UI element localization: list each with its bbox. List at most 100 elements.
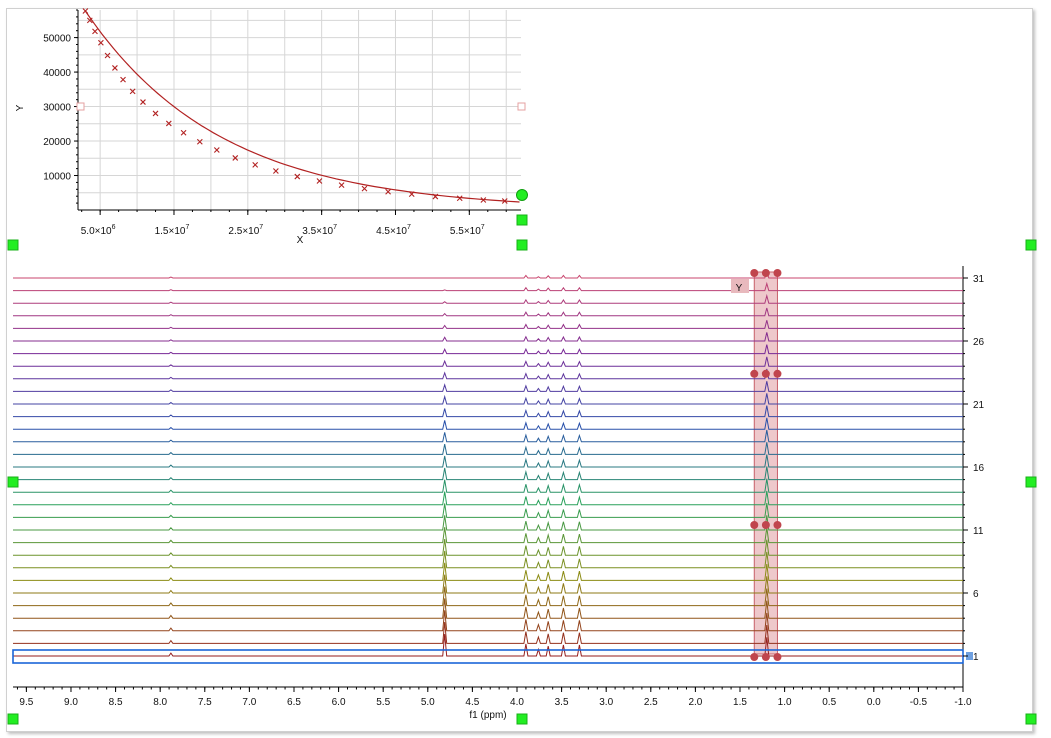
spectrum-trace[interactable] <box>13 622 963 644</box>
spectrum-trace[interactable] <box>13 417 963 430</box>
x-axis-title: X <box>297 235 304 246</box>
integration-point[interactable] <box>761 653 770 661</box>
spectrum-trace[interactable] <box>13 281 963 292</box>
resize-handle[interactable] <box>1025 713 1037 725</box>
data-point <box>180 129 187 136</box>
spectrum-trace[interactable] <box>13 368 963 380</box>
ppm-tick-label: 2.0 <box>688 697 702 708</box>
x-tick-mantissa: 5.0×10 <box>81 226 112 237</box>
x-tick-exponent: 7 <box>259 224 263 231</box>
spectrum-trace[interactable] <box>13 490 963 506</box>
integration-point[interactable] <box>750 369 759 378</box>
document-frame <box>6 8 1033 732</box>
integration-point[interactable] <box>750 653 759 661</box>
x-tick-label: 5.5×107 <box>450 224 485 237</box>
integration-point[interactable] <box>761 369 770 378</box>
selected-trace-marker[interactable] <box>966 652 973 660</box>
range-marker-left[interactable] <box>76 102 85 111</box>
trace-index-label: 1 <box>973 652 979 663</box>
data-point <box>385 188 391 195</box>
data-point <box>104 52 111 59</box>
integration-point[interactable] <box>750 269 759 277</box>
spectrum-trace[interactable] <box>13 320 963 329</box>
x-tick-exponent: 7 <box>407 224 411 231</box>
x-tick-label: 1.5×107 <box>155 224 190 237</box>
ppm-tick-label: 9.0 <box>64 697 78 708</box>
trace-index-label: 11 <box>973 526 984 537</box>
resize-handle[interactable] <box>7 713 19 725</box>
integration-point[interactable] <box>773 653 782 661</box>
integration-label-tag[interactable] <box>731 279 749 293</box>
ppm-axis-title: f1 (ppm) <box>469 710 506 721</box>
integration-point[interactable] <box>750 521 759 529</box>
resize-handle[interactable] <box>1025 476 1037 488</box>
spectrum-trace[interactable] <box>13 405 963 418</box>
spectrum-trace[interactable] <box>13 633 963 657</box>
spectrum-trace[interactable] <box>13 332 963 342</box>
integration-point[interactable] <box>761 521 770 529</box>
resize-handle[interactable] <box>516 239 528 251</box>
y-tick-label: 20000 <box>43 137 71 148</box>
integration-label: Y <box>736 283 743 294</box>
spectrum-trace[interactable] <box>13 356 963 367</box>
ppm-tick-label: 3.5 <box>555 697 569 708</box>
ppm-tick-label: 1.0 <box>778 697 792 708</box>
spectrum-trace[interactable] <box>13 598 963 619</box>
x-tick-mantissa: 4.5×10 <box>376 226 407 237</box>
ppm-tick-label: 8.5 <box>109 697 123 708</box>
spectrum-trace[interactable] <box>13 562 963 581</box>
spectrum-trace[interactable] <box>13 442 963 455</box>
spectrum-trace[interactable] <box>13 466 963 481</box>
ppm-tick-label: 6.0 <box>332 697 346 708</box>
data-point <box>86 17 93 24</box>
resize-handle[interactable] <box>516 214 528 226</box>
x-tick-label: 3.5×107 <box>302 224 337 237</box>
spectrum-trace[interactable] <box>13 478 963 493</box>
data-point <box>480 197 487 203</box>
resize-handle[interactable] <box>1025 239 1037 251</box>
ppm-tick-label: 3.0 <box>599 697 613 708</box>
spectrum-trace[interactable] <box>13 550 963 569</box>
spectrum-trace[interactable] <box>13 586 963 607</box>
resize-handles[interactable] <box>7 214 1037 725</box>
spectrum-trace[interactable] <box>13 269 963 279</box>
data-point <box>213 147 220 153</box>
data-point <box>140 99 146 105</box>
spectrum-trace[interactable] <box>13 429 963 443</box>
range-marker-right[interactable] <box>517 102 526 111</box>
spectrum-trace[interactable] <box>13 293 963 304</box>
resize-handle[interactable] <box>7 476 19 488</box>
y-tick-label: 40000 <box>43 68 71 79</box>
data-point <box>165 120 172 127</box>
integration-point[interactable] <box>773 369 782 378</box>
spectrum-trace[interactable] <box>13 454 963 468</box>
trace-index-label: 16 <box>973 463 985 474</box>
data-point <box>432 193 439 200</box>
ppm-tick-label: 5.0 <box>421 697 435 708</box>
data-point <box>112 65 118 71</box>
data-point <box>82 8 89 14</box>
ppm-tick-label: 0.5 <box>822 697 836 708</box>
fit-curve <box>84 10 520 203</box>
resize-handle[interactable] <box>516 713 528 725</box>
resize-handle[interactable] <box>7 239 19 251</box>
spectrum-trace[interactable] <box>13 381 963 392</box>
spectrum-trace[interactable] <box>13 503 963 518</box>
spectrum-trace[interactable] <box>13 610 963 632</box>
integration-point[interactable] <box>761 269 770 277</box>
spectrum-trace[interactable] <box>13 539 963 556</box>
data-point <box>97 39 104 46</box>
spectrum-trace[interactable] <box>13 344 963 355</box>
integration-point[interactable] <box>773 269 782 277</box>
spectrum-trace[interactable] <box>13 307 963 317</box>
spectrum-trace[interactable] <box>13 393 963 405</box>
integration-point[interactable] <box>773 521 782 529</box>
spectrum-trace[interactable] <box>13 515 963 531</box>
x-tick-exponent: 7 <box>333 224 337 231</box>
spectrum-trace[interactable] <box>13 527 963 544</box>
rotate-handle[interactable] <box>516 189 528 201</box>
spectrum-trace[interactable] <box>13 574 963 594</box>
